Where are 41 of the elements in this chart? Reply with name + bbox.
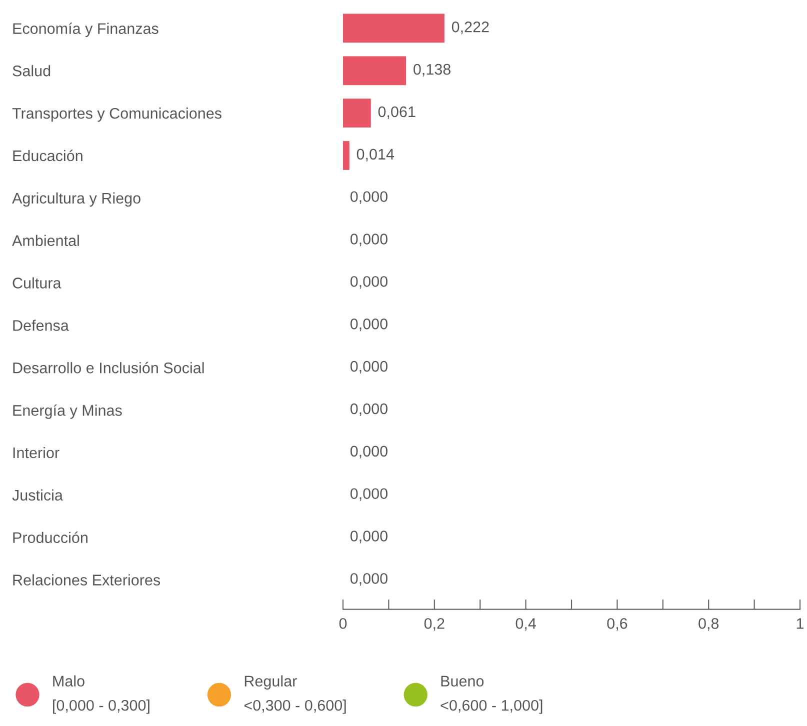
bar [343,141,350,170]
x-tick-label: 1 [796,618,804,629]
y-tick-label: Agricultura y Riego [12,192,140,207]
data-label: 0,000 [350,488,388,501]
y-tick-label: Justicia [12,489,63,501]
data-label: 0,061 [378,106,416,119]
y-tick-label: Defensa [13,320,69,331]
data-label: 0,138 [414,64,450,77]
data-label: 0,000 [350,446,388,458]
y-tick-label: Energía y Minas [13,404,122,419]
data-label: 0,000 [350,530,388,544]
data-label: 0,000 [350,360,388,374]
data-label: 0,000 [350,318,388,332]
bar [343,14,444,43]
data-label: 0,000 [350,403,388,416]
x-tick-label: 0 [339,618,347,629]
data-label: 0,000 [350,191,388,204]
legend-label: Bueno <0,600 - 1,000] [440,676,542,714]
y-tick-label: Economía y Finanzas [13,22,158,38]
legend-label: Regular <0,300 - 0,600] [244,675,346,714]
data-label: 0,000 [350,234,388,246]
y-tick-label: Educación [13,150,82,162]
y-tick-label: Desarrollo e Inclusión Social [13,362,204,374]
x-tick-label: 0,6 [607,618,628,631]
bar [343,56,406,86]
data-label: 0,014 [356,148,394,162]
y-tick-label: Ambiental [12,234,79,246]
x-tick-label: 0,2 [424,618,444,631]
data-label: 0,000 [350,276,388,289]
x-tick-label: 0,4 [516,618,536,631]
y-tick-label: Salud [12,65,50,76]
data-label: 0,222 [452,21,489,34]
y-tick-label: Interior [13,446,60,458]
x-tick-label: 0,8 [698,618,719,631]
legend-label: Malo [0,000 - 0,300] [53,675,150,714]
y-tick-label: Transportes y Comunicaciones [12,108,222,122]
data-label: 0,000 [350,573,388,586]
y-tick-label: Relaciones Exteriores [13,574,160,586]
y-tick-label: Producción [13,532,88,544]
y-tick-label: Cultura [12,277,62,288]
bar [343,98,371,128]
